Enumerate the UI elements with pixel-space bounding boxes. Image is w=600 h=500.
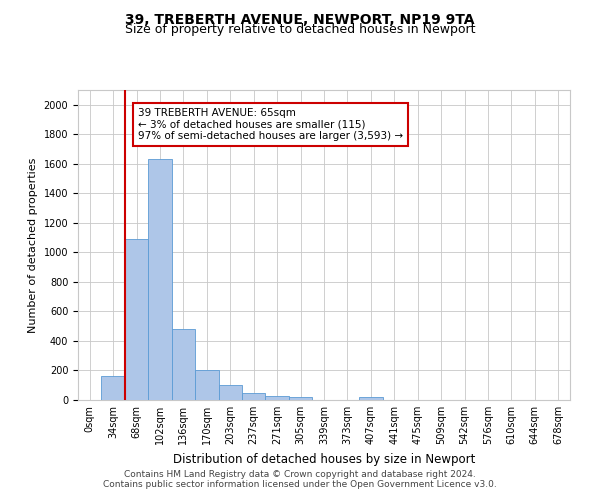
Bar [218, 385, 242, 400]
Bar [289, 397, 312, 400]
Bar [195, 370, 218, 400]
Bar [172, 329, 195, 400]
Bar [265, 396, 289, 400]
Bar [148, 160, 172, 400]
Y-axis label: Number of detached properties: Number of detached properties [28, 158, 38, 332]
Bar [359, 397, 383, 400]
Text: Size of property relative to detached houses in Newport: Size of property relative to detached ho… [125, 22, 475, 36]
Text: 39, TREBERTH AVENUE, NEWPORT, NP19 9TA: 39, TREBERTH AVENUE, NEWPORT, NP19 9TA [125, 12, 475, 26]
Text: 39 TREBERTH AVENUE: 65sqm
← 3% of detached houses are smaller (115)
97% of semi-: 39 TREBERTH AVENUE: 65sqm ← 3% of detach… [138, 108, 403, 141]
Bar [101, 376, 125, 400]
Text: Contains HM Land Registry data © Crown copyright and database right 2024.: Contains HM Land Registry data © Crown c… [124, 470, 476, 479]
Bar [242, 393, 265, 400]
X-axis label: Distribution of detached houses by size in Newport: Distribution of detached houses by size … [173, 452, 475, 466]
Bar [125, 239, 148, 400]
Text: Contains public sector information licensed under the Open Government Licence v3: Contains public sector information licen… [103, 480, 497, 489]
